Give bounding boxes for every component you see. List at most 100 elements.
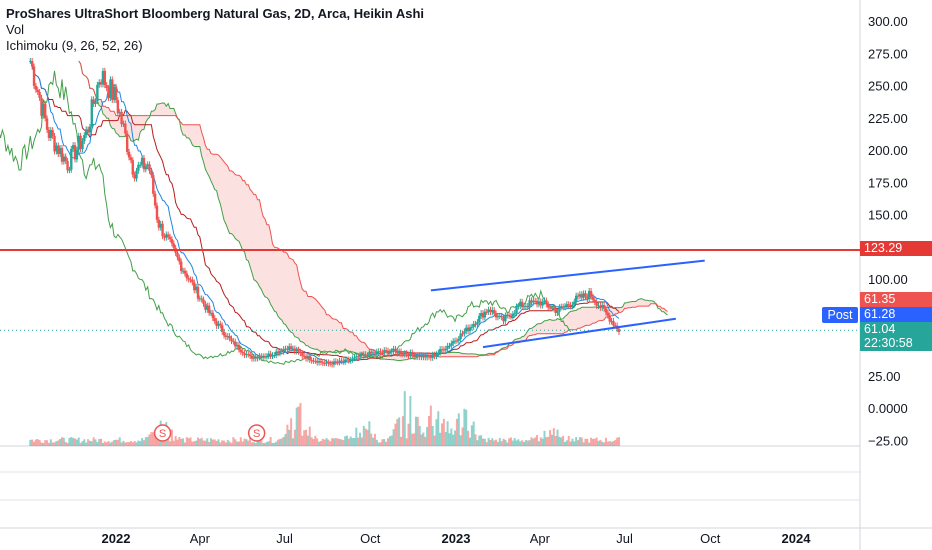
candle-body — [323, 363, 326, 365]
candle-body — [94, 101, 97, 104]
volume-bar — [571, 438, 574, 446]
vol-indicator-label[interactable]: Vol — [6, 22, 25, 37]
volume-bar — [562, 435, 565, 446]
candle-body — [424, 355, 427, 358]
volume-bar — [72, 437, 75, 446]
volume-bar — [610, 441, 613, 446]
volume-bar — [137, 440, 140, 446]
candle-body — [299, 351, 302, 354]
volume-bar — [595, 437, 598, 446]
volume-bar — [101, 442, 104, 446]
volume-bar — [59, 438, 62, 446]
volume-bar — [297, 406, 300, 446]
candle-body — [584, 293, 587, 297]
candle-body — [269, 353, 272, 357]
candle-body — [332, 361, 336, 365]
volume-bar — [506, 442, 509, 446]
candle-body — [181, 270, 185, 272]
volume-bar — [515, 440, 518, 446]
candle-body — [187, 278, 190, 280]
volume-bar — [467, 430, 470, 446]
ichimoku-indicator-label[interactable]: Ichimoku (9, 26, 52, 26) — [6, 38, 143, 53]
high-price-tag: 61.35 — [860, 292, 932, 307]
symbol-title[interactable]: ProShares UltraShort Bloomberg Natural G… — [6, 6, 425, 21]
candle-body — [537, 301, 541, 305]
volume-bar — [316, 438, 319, 446]
candle-body — [135, 170, 138, 179]
candle-body — [58, 148, 62, 155]
candle-body — [416, 355, 420, 357]
volume-bar — [247, 440, 250, 446]
volume-bar — [264, 442, 267, 446]
candle-body — [304, 356, 308, 359]
volume-bar — [577, 440, 580, 446]
volume-bar — [362, 425, 365, 446]
volume-bar — [70, 437, 73, 446]
candle-body — [455, 340, 459, 342]
candle-body — [448, 345, 451, 347]
candle-body — [327, 362, 330, 364]
candle-body — [526, 306, 529, 308]
candle-body — [194, 286, 198, 291]
volume-bar — [461, 427, 464, 446]
y-tick-label: 275.00 — [868, 46, 908, 61]
candle-body — [308, 356, 311, 361]
chart-legend: ProShares UltraShort Bloomberg Natural G… — [6, 6, 424, 54]
volume-bar — [53, 442, 56, 446]
candle-body — [578, 294, 582, 297]
candle-body — [258, 356, 261, 358]
volume-bar — [426, 426, 429, 446]
volume-bar — [202, 440, 205, 446]
volume-bar — [60, 437, 63, 446]
candle-body — [109, 79, 112, 99]
volume-bar — [310, 437, 313, 446]
volume-bar — [57, 440, 60, 446]
volume-bar — [470, 425, 473, 446]
candle-body — [573, 301, 576, 305]
volume-bar — [277, 439, 280, 446]
candle-body — [260, 356, 263, 358]
volume-bar — [454, 430, 457, 446]
volume-bar — [593, 438, 596, 446]
volume-bar — [219, 442, 222, 446]
volume-bar — [448, 433, 451, 446]
candle-body — [40, 97, 43, 116]
volume-bar — [129, 441, 132, 446]
candle-body — [150, 170, 153, 176]
volume-bar — [584, 438, 587, 446]
candle-body — [492, 310, 496, 314]
candle-body — [614, 325, 617, 327]
candle-body — [248, 354, 252, 356]
candle-body — [463, 331, 466, 334]
volume-bar — [228, 441, 231, 446]
candle-body — [569, 304, 572, 307]
volume-bar — [552, 428, 555, 446]
candle-body — [446, 345, 449, 349]
candle-body — [384, 350, 388, 352]
volume-bar — [64, 441, 67, 446]
volume-bar — [88, 440, 91, 446]
candle-body — [608, 315, 611, 322]
candle-body — [494, 313, 498, 318]
volume-bar — [567, 435, 570, 446]
candle-body — [235, 344, 239, 347]
candle-body — [239, 349, 243, 352]
candle-body — [364, 354, 367, 356]
candle-body — [280, 351, 284, 353]
channel-lower-line — [482, 317, 676, 349]
candle-body — [582, 293, 585, 298]
candle-body — [545, 300, 548, 305]
volume-bar — [560, 437, 563, 446]
candle-body — [215, 321, 218, 326]
candle-body — [532, 300, 535, 303]
post-market-button[interactable]: Post — [822, 307, 858, 323]
y-tick-label: 225.00 — [868, 111, 908, 126]
volume-bar — [258, 437, 261, 446]
volume-bar — [441, 423, 444, 446]
candle-body — [524, 306, 528, 308]
volume-bar — [359, 432, 362, 446]
volume-bar — [239, 437, 242, 446]
volume-bar — [183, 442, 186, 446]
volume-bar — [109, 442, 112, 446]
